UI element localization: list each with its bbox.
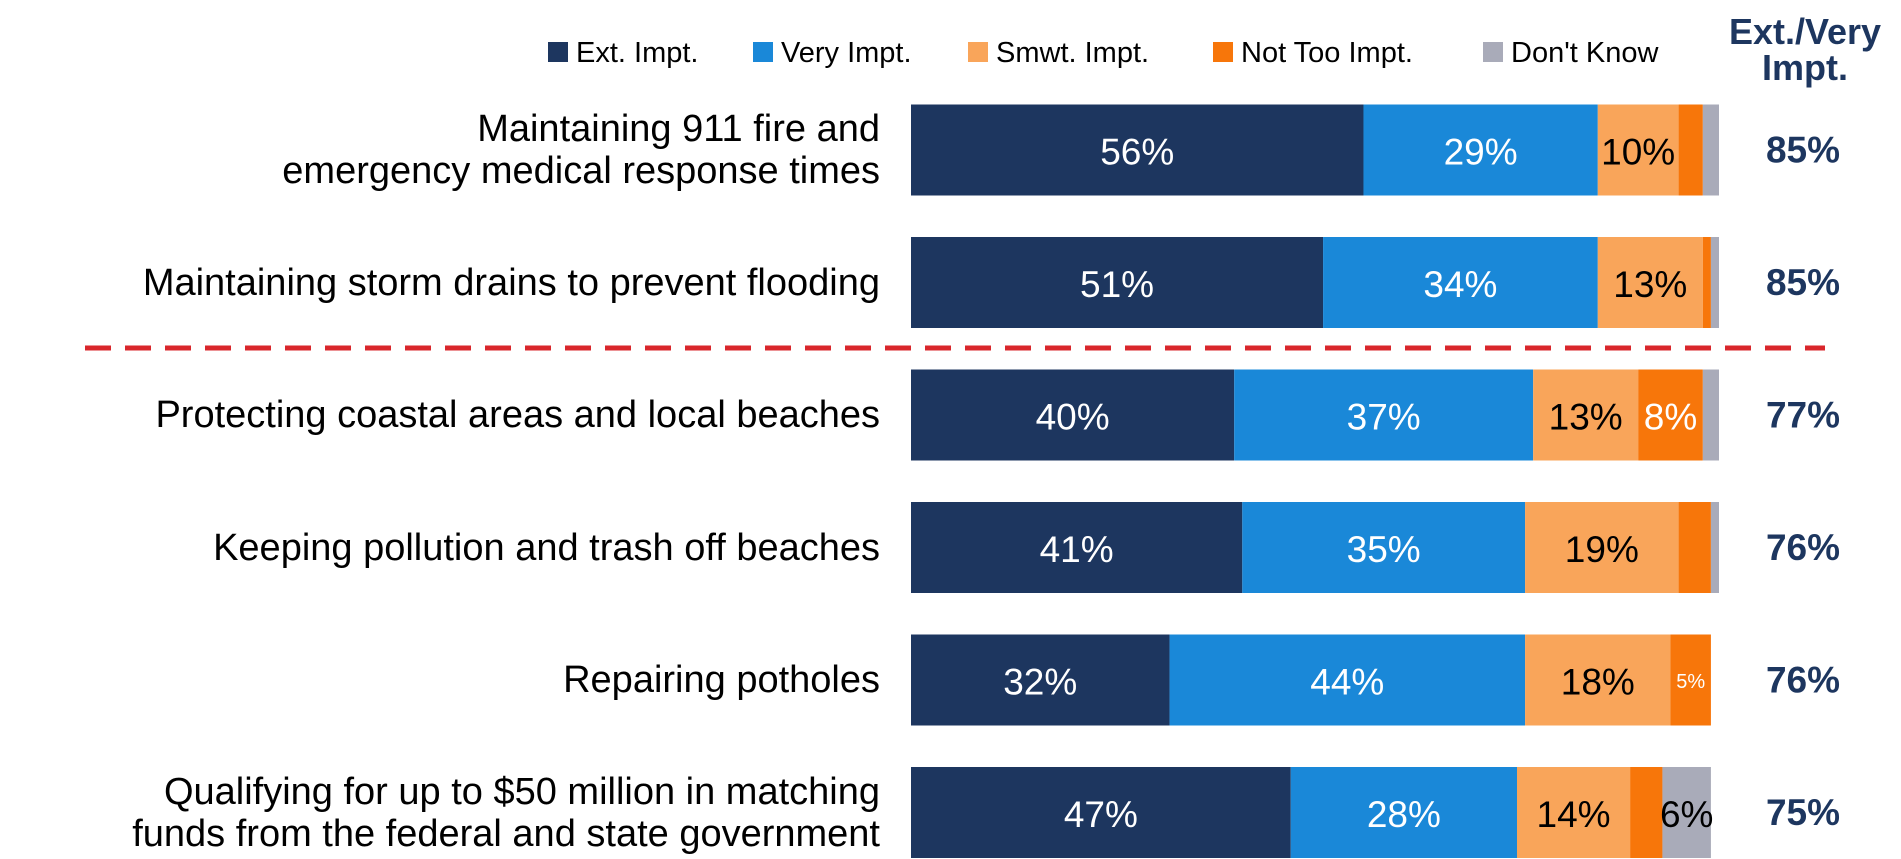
value-label: 28% xyxy=(1367,794,1441,835)
total-label: 75% xyxy=(1766,792,1840,833)
bar-segment xyxy=(1533,369,1639,461)
value-label: 32% xyxy=(1003,662,1077,703)
bar-segment xyxy=(1363,104,1598,196)
category-label: Protecting coastal areas and local beach… xyxy=(155,394,880,436)
value-label: 51% xyxy=(1080,264,1154,305)
bar-segment xyxy=(1702,104,1719,196)
value-label: 29% xyxy=(1444,132,1518,173)
value-label: 13% xyxy=(1613,264,1687,305)
value-label: 5% xyxy=(1676,671,1705,693)
value-label: 56% xyxy=(1100,132,1174,173)
bar-segment xyxy=(1597,104,1679,196)
bar-segment xyxy=(911,634,1170,726)
bar-segment xyxy=(1638,369,1703,461)
bar-segment xyxy=(1290,767,1517,858)
bar-segment xyxy=(1662,767,1711,858)
bar-segment xyxy=(911,767,1291,858)
total-label: 77% xyxy=(1766,395,1840,436)
totals-header: Ext./Very Impt. xyxy=(1728,11,1882,88)
legend-swatch xyxy=(1213,42,1233,62)
legend-swatch xyxy=(968,42,988,62)
bar-segment xyxy=(1323,237,1598,328)
bar-segment xyxy=(1702,237,1711,328)
bar-segment xyxy=(1525,502,1679,593)
category-label: Keeping pollution and trash off beaches xyxy=(213,526,880,569)
bar-segment xyxy=(911,104,1364,196)
legend-swatch xyxy=(548,42,568,62)
value-label: 18% xyxy=(1561,662,1635,703)
total-label: 85% xyxy=(1766,130,1840,171)
legend-label: Don't Know xyxy=(1511,37,1659,69)
total-label: 76% xyxy=(1766,660,1840,701)
value-label: 35% xyxy=(1347,529,1421,570)
legend-label: Not Too Impt. xyxy=(1241,37,1413,69)
value-label: 34% xyxy=(1423,264,1497,305)
value-label: 47% xyxy=(1064,794,1138,835)
bar-segment xyxy=(1630,767,1663,858)
value-label: 37% xyxy=(1347,397,1421,438)
value-label: 8% xyxy=(1644,397,1697,438)
bar-segment xyxy=(1234,369,1534,461)
bar-segment xyxy=(1710,502,1719,593)
bar-segment xyxy=(1597,237,1703,328)
bar-segment xyxy=(911,502,1243,593)
category-label: Maintaining 911 fire and emergency medic… xyxy=(282,108,880,192)
legend-label: Very Impt. xyxy=(781,37,912,69)
value-label: 44% xyxy=(1310,662,1384,703)
bar-segment xyxy=(1517,767,1631,858)
category-label: Repairing potholes xyxy=(563,659,880,701)
value-label: 19% xyxy=(1565,529,1639,570)
value-label: 41% xyxy=(1040,529,1114,570)
value-label: 14% xyxy=(1537,794,1611,835)
bar-segment xyxy=(911,237,1324,328)
bar-segment xyxy=(1710,237,1719,328)
bar-segment xyxy=(1242,502,1526,593)
legend-swatch xyxy=(1483,42,1503,62)
bar-segment xyxy=(1525,634,1671,726)
bar-segment xyxy=(1670,634,1711,726)
legend-label: Ext. Impt. xyxy=(576,37,698,69)
bar-segment xyxy=(1702,369,1719,461)
total-label: 76% xyxy=(1766,527,1840,568)
value-label: 6% xyxy=(1660,794,1713,835)
value-label: 13% xyxy=(1549,397,1623,438)
bar-segment xyxy=(1678,104,1703,196)
bar-segment xyxy=(1169,634,1526,726)
value-label: 40% xyxy=(1036,397,1110,438)
legend-swatch xyxy=(753,42,773,62)
category-label: Qualifying for up to $50 million in matc… xyxy=(132,770,880,855)
value-label: 10% xyxy=(1601,132,1675,173)
legend-label: Smwt. Impt. xyxy=(996,37,1149,69)
category-label: Maintaining storm drains to prevent floo… xyxy=(142,261,880,304)
total-label: 85% xyxy=(1766,262,1840,303)
bar-segment xyxy=(1678,502,1711,593)
bar-segment xyxy=(911,369,1235,461)
